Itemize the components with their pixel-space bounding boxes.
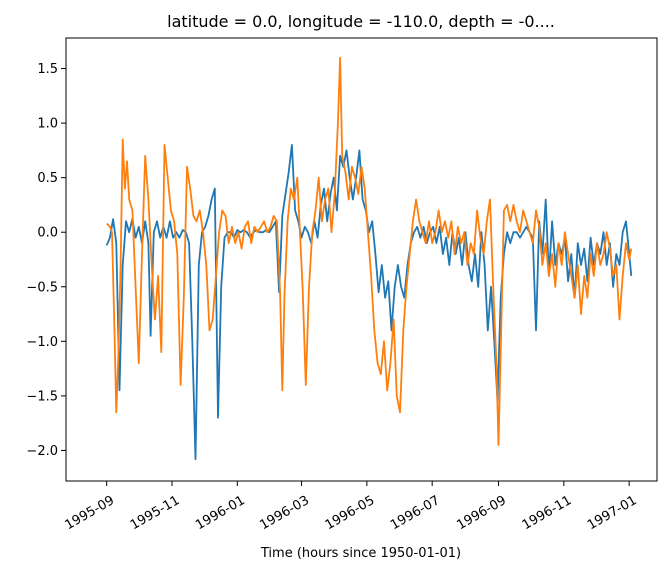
y-tick-label: 1.0 <box>37 117 58 132</box>
series-layer <box>105 56 633 461</box>
y-tick-label: −1.0 <box>26 335 58 350</box>
series-line-1 <box>105 144 633 461</box>
y-tick-label: 0.0 <box>37 226 58 241</box>
series-line-2 <box>106 56 633 446</box>
y-axis: −2.0 −1.5 −1.0 −0.5 0.0 0.5 1.0 1.5 <box>26 62 66 459</box>
y-tick-label: −0.5 <box>26 280 58 295</box>
y-tick-label: −2.0 <box>26 444 58 459</box>
plot-area <box>65 37 658 482</box>
x-axis-label: Time (hours since 1950-01-01) <box>260 546 461 561</box>
chart-title: latitude = 0.0, longitude = -110.0, dept… <box>167 12 555 31</box>
y-tick-label: −1.5 <box>26 389 58 404</box>
y-tick-label: 0.5 <box>37 171 58 186</box>
axes-frame <box>65 37 658 482</box>
y-tick-label: 1.5 <box>37 62 58 77</box>
plot-background <box>66 38 657 481</box>
